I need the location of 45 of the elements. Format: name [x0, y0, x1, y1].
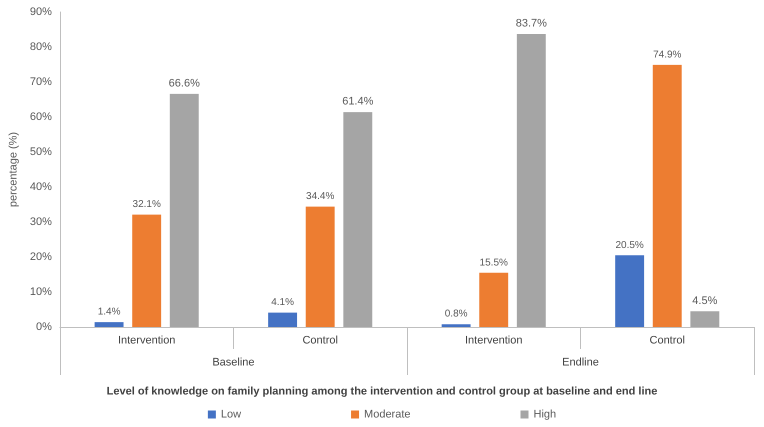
bar [442, 324, 471, 327]
data-label: 1.4% [98, 306, 121, 318]
y-tick-label: 40% [30, 181, 52, 193]
legend-label: High [534, 408, 556, 420]
x-tick-label: Intervention [464, 334, 522, 346]
text: Endline [562, 356, 599, 368]
bar [479, 272, 508, 327]
data-label: 20.5% [615, 240, 644, 251]
y-tick-label: 30% [30, 216, 52, 228]
legend-label: Low [220, 408, 242, 420]
y-tick-label: 20% [30, 251, 52, 263]
data-label: 32.1% [132, 199, 161, 210]
x-axis-title: Level of knowledge on family planning among the intervention and control group at baseline and end line [106, 386, 658, 398]
text: Baseline [212, 356, 255, 368]
x-tick-label: Control [650, 334, 685, 346]
bar [132, 214, 162, 327]
bar [690, 311, 720, 327]
y-axis-title: percentage (%) [8, 132, 20, 208]
y-tick-label: 10% [30, 286, 52, 298]
y-tick-label: 90% [30, 6, 52, 18]
x-tick-label: Intervention [118, 334, 176, 346]
y-tick-label: 0% [36, 321, 52, 333]
bar [306, 206, 335, 327]
y-tick-label: 80% [30, 41, 52, 53]
data-label: 15.5% [480, 257, 508, 268]
bar [268, 312, 298, 327]
data-label: 66.6% [168, 77, 200, 90]
bar [516, 34, 546, 327]
bar [170, 94, 199, 327]
bar [94, 322, 124, 327]
data-label: 34.4% [306, 191, 334, 202]
legend-label: Moderate [364, 408, 411, 420]
x-tick-label: Control [302, 334, 338, 346]
y-tick-label: 60% [30, 111, 52, 123]
y-tick-label: 70% [30, 76, 52, 88]
bar [652, 64, 682, 327]
bar [615, 255, 644, 327]
data-label: 61.4% [342, 96, 374, 108]
bar [343, 112, 372, 327]
y-tick-label: 50% [30, 146, 52, 158]
data-label: 83.7% [516, 18, 548, 30]
data-label: 74.9% [653, 49, 682, 60]
data-label: 4.1% [271, 297, 294, 308]
data-label: 0.8% [444, 308, 468, 320]
data-label: 4.5% [692, 294, 718, 307]
